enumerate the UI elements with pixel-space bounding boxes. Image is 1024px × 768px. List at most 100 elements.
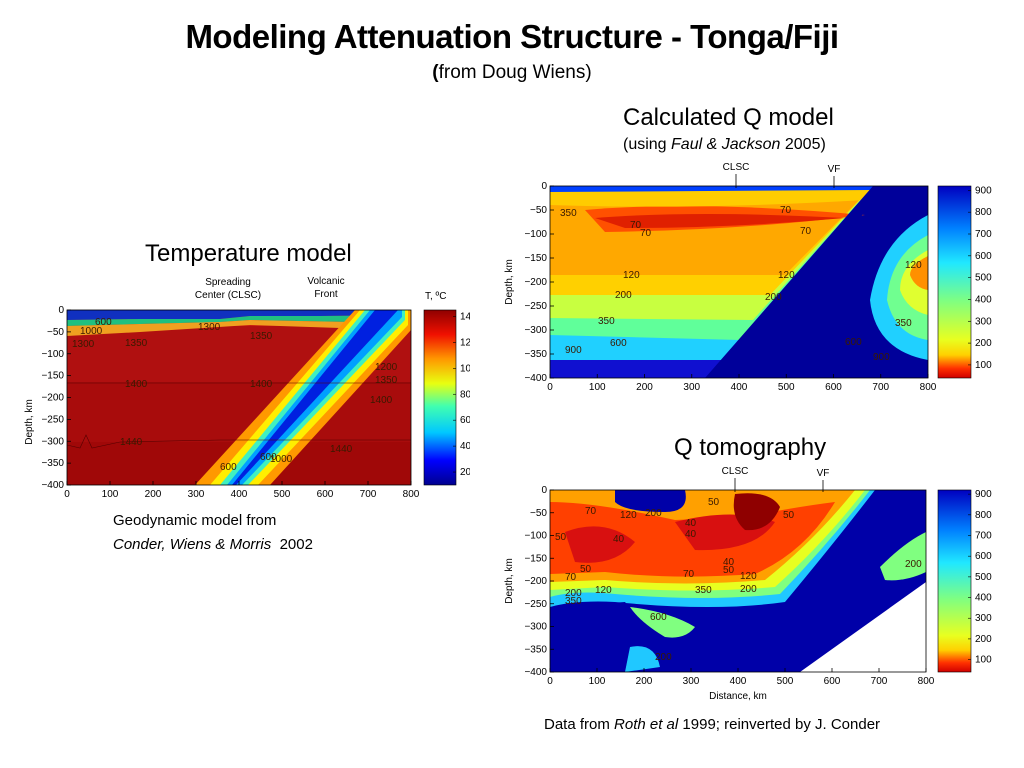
svg-text:40: 40	[685, 518, 697, 529]
x-tick-label: 700	[360, 489, 377, 500]
svg-text:120: 120	[740, 571, 757, 582]
calculated-q-chart: 350 70 70 70 70 120 120 200 200 350 600 …	[504, 162, 992, 393]
qtomo-marker-vf: VF	[817, 468, 830, 479]
x-tick-label: 800	[920, 382, 937, 393]
y-tick-label: −250	[524, 301, 547, 312]
q-tomography-credit: Data from Roth et al 1999; reinverted by…	[544, 716, 880, 733]
x-tick-label: 500	[274, 489, 291, 500]
svg-text:1350: 1350	[375, 375, 398, 386]
y-tick-label: −150	[41, 371, 64, 382]
calc-q-sub-close: 2005)	[780, 136, 826, 153]
y-tick-label: −350	[524, 349, 547, 360]
y-tick-label: −350	[524, 644, 547, 655]
x-tick-label: 200	[636, 382, 653, 393]
svg-text:1300: 1300	[72, 339, 95, 350]
qtomo-credit-italic: Roth et al	[614, 716, 679, 733]
y-tick-label: −100	[41, 349, 64, 360]
svg-text:120: 120	[620, 510, 637, 521]
svg-text:1350: 1350	[250, 331, 273, 342]
colorbar-tick-label: 900	[975, 489, 992, 500]
svg-text:200: 200	[615, 290, 632, 301]
svg-text:120: 120	[905, 260, 922, 271]
colorbar-tick-label: 300	[975, 613, 992, 624]
x-tick-label: 100	[589, 382, 606, 393]
temperature-heading: Temperature model	[145, 240, 352, 267]
svg-text:200: 200	[740, 584, 757, 595]
colorbar-tick-label: 1000	[460, 363, 470, 374]
x-tick-label: 0	[547, 676, 553, 687]
temperature-colorbar-ticks: 200 400 600 800 1000 1200 1400	[453, 311, 470, 478]
calculated-q-subheading: (using Faul & Jackson 2005)	[623, 136, 826, 154]
x-tick-label: 700	[871, 676, 888, 687]
x-tick-label: 600	[824, 676, 841, 687]
y-tick-label: −400	[524, 373, 547, 384]
x-tick-label: 600	[825, 382, 842, 393]
x-tick-label: 100	[589, 676, 606, 687]
y-tick-label: −250	[41, 414, 64, 425]
svg-text:50: 50	[555, 532, 567, 543]
y-tick-label: −400	[524, 667, 547, 678]
y-tick-label: 0	[541, 181, 547, 192]
svg-text:900: 900	[565, 345, 582, 356]
colorbar-tick-label: 500	[975, 572, 992, 583]
q-tomography-heading: Q tomography	[674, 434, 827, 461]
svg-text:350: 350	[565, 596, 582, 607]
colorbar-tick-label: 700	[975, 229, 992, 240]
svg-text:200: 200	[765, 292, 782, 303]
x-tick-label: 800	[918, 676, 935, 687]
svg-text:50: 50	[580, 564, 592, 575]
svg-text:40: 40	[613, 534, 625, 545]
colorbar-tick-label: 200	[460, 467, 470, 478]
colorbar-tick-label: 400	[975, 593, 992, 604]
calculated-q-ylabel: Depth, km	[504, 259, 515, 305]
svg-text:1350: 1350	[125, 338, 148, 349]
colorbar-tick-label: 400	[975, 294, 992, 305]
y-tick-label: −200	[524, 277, 547, 288]
calc-q-marker-vf: VF	[828, 164, 841, 175]
svg-text:1000: 1000	[270, 454, 293, 465]
svg-text:120: 120	[623, 270, 640, 281]
x-tick-label: 600	[317, 489, 334, 500]
y-tick-label: −250	[524, 599, 547, 610]
temperature-chart: 600 1000 1300 1350 1300 1350 1400 1400 1…	[24, 276, 470, 500]
x-tick-label: 200	[636, 676, 653, 687]
qtomo-nodata	[800, 582, 926, 672]
subtitle-text: from Doug Wiens)	[438, 62, 592, 83]
svg-text:50: 50	[708, 497, 720, 508]
colorbar-tick-label: 600	[975, 551, 992, 562]
x-tick-label: 300	[188, 489, 205, 500]
temperature-credit-authors: Conder, Wiens & Morris	[113, 536, 272, 553]
svg-text:600: 600	[650, 612, 667, 623]
x-tick-label: 300	[683, 382, 700, 393]
temperature-credit-line2: Conder, Wiens & Morris 2002	[113, 536, 313, 553]
x-tick-label: 800	[403, 489, 420, 500]
slide-title: Modeling Attenuation Structure - Tonga/F…	[185, 18, 839, 55]
temperature-ylabel: Depth, km	[24, 399, 35, 445]
calc-q-sub-italic: Faul & Jackson	[671, 136, 781, 153]
svg-text:350: 350	[560, 208, 577, 219]
temp-marker-volcanic-l1: Volcanic	[307, 276, 344, 287]
colorbar-tick-label: 1400	[460, 311, 470, 322]
qtomo-credit-post: 1999; reinverted by J. Conder	[678, 716, 881, 733]
y-tick-label: −50	[530, 205, 547, 216]
colorbar-tick-label: 600	[460, 415, 470, 426]
temp-marker-spreading-l1: Spreading	[205, 277, 251, 288]
svg-text:200: 200	[655, 652, 672, 663]
y-tick-label: −150	[524, 553, 547, 564]
x-tick-label: 0	[64, 489, 70, 500]
svg-text:200: 200	[905, 559, 922, 570]
colorbar-tick-label: 900	[975, 185, 992, 196]
x-tick-label: 400	[731, 382, 748, 393]
q-tomography-colorbar	[937, 489, 972, 673]
svg-text:1400: 1400	[250, 379, 273, 390]
y-tick-label: 0	[541, 485, 547, 496]
x-tick-label: 500	[777, 676, 794, 687]
q-tomography-ylabel: Depth, km	[504, 558, 515, 604]
y-tick-label: −200	[524, 576, 547, 587]
colorbar-tick-label: 800	[975, 207, 992, 218]
x-tick-label: 500	[778, 382, 795, 393]
svg-text:70: 70	[585, 506, 597, 517]
svg-text:900: 900	[873, 352, 890, 363]
svg-text:600: 600	[95, 317, 112, 328]
y-tick-label: −350	[41, 458, 64, 469]
